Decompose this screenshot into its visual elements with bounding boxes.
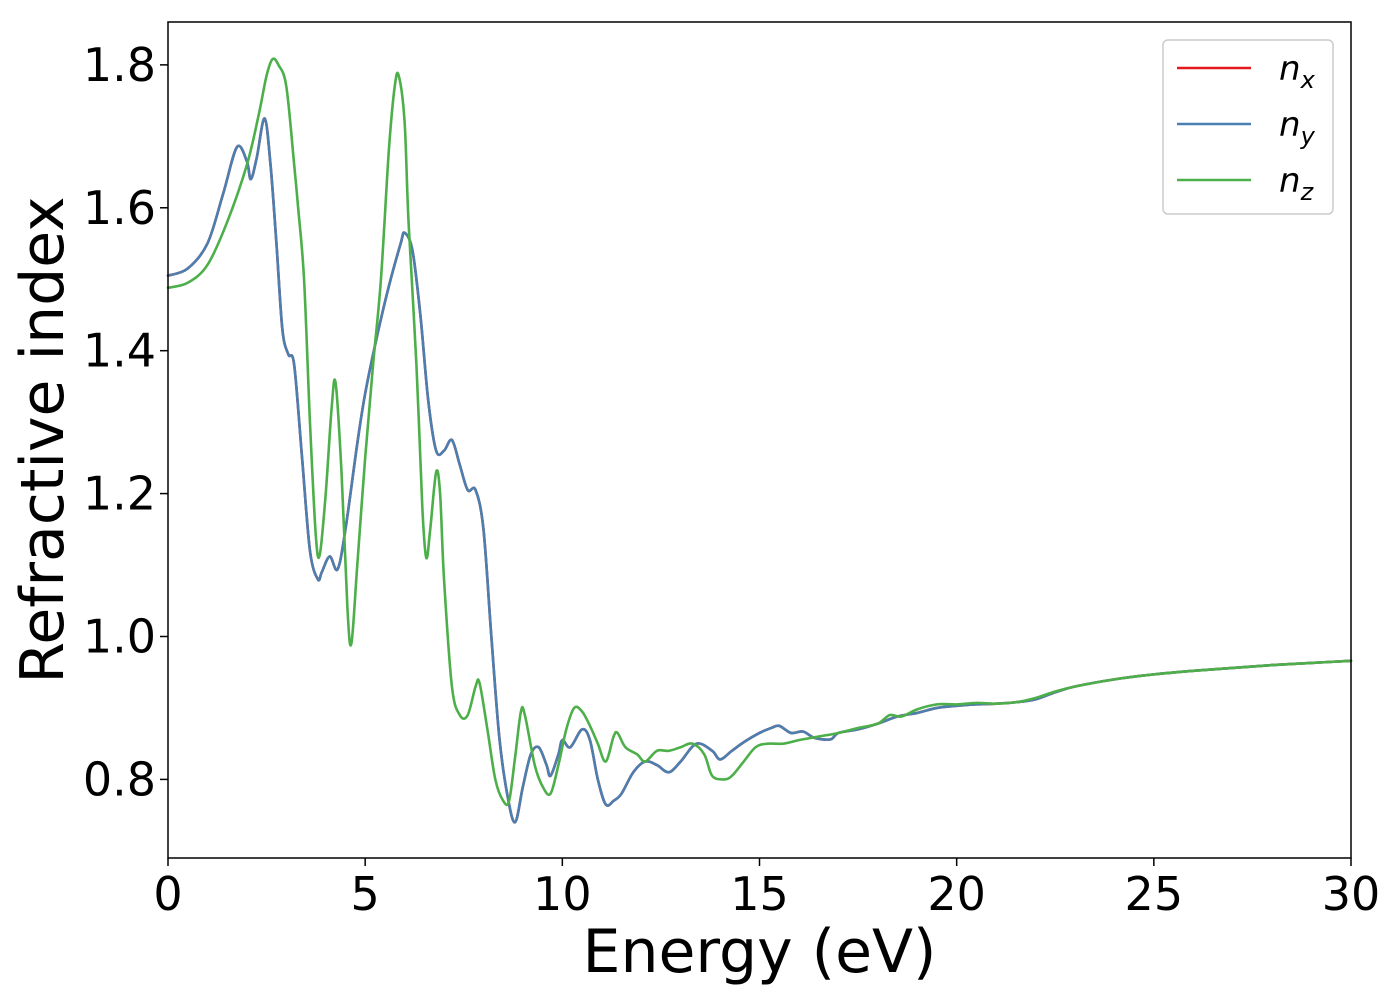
legend-label-subscript: x — [1300, 66, 1316, 94]
series-line-nz — [166, 57, 1353, 807]
y-tick-label: 1.0 — [83, 609, 156, 663]
x-tick-label: 5 — [351, 867, 380, 921]
legend-label-ny: ny — [1279, 105, 1316, 150]
x-axis-title: Energy (eV) — [583, 917, 937, 987]
x-tick-label: 20 — [927, 867, 986, 921]
plot-background — [168, 22, 1351, 858]
y-axis-title: Refractive index — [8, 196, 78, 683]
legend-label-base: n — [1279, 49, 1301, 89]
y-tick-label: 1.8 — [83, 38, 156, 92]
y-tick-label: 1.4 — [83, 324, 156, 378]
legend-label-base: n — [1279, 161, 1301, 201]
x-axis: 0 5 10 15 20 25 30 — [153, 858, 1380, 921]
y-tick-label: 1.6 — [83, 181, 156, 235]
x-tick-label: 10 — [533, 867, 592, 921]
legend-label-subscript: y — [1300, 122, 1316, 150]
legend-label-nx: nx — [1279, 49, 1316, 94]
y-tick-label: 1.2 — [83, 467, 156, 521]
y-axis: 0.8 1.0 1.2 1.4 1.6 1.8 — [83, 38, 168, 806]
series-layer — [166, 57, 1353, 824]
x-tick-label: 15 — [730, 867, 789, 921]
x-tick-label: 25 — [1125, 867, 1184, 921]
y-tick-label: 0.8 — [83, 752, 156, 806]
legend-frame — [1162, 39, 1334, 215]
legend-label-base: n — [1279, 105, 1301, 145]
legend-label-subscript: z — [1300, 178, 1315, 206]
x-tick-label: 30 — [1322, 867, 1381, 921]
x-tick-label: 0 — [153, 867, 182, 921]
legend-label-nz: nz — [1279, 161, 1315, 206]
